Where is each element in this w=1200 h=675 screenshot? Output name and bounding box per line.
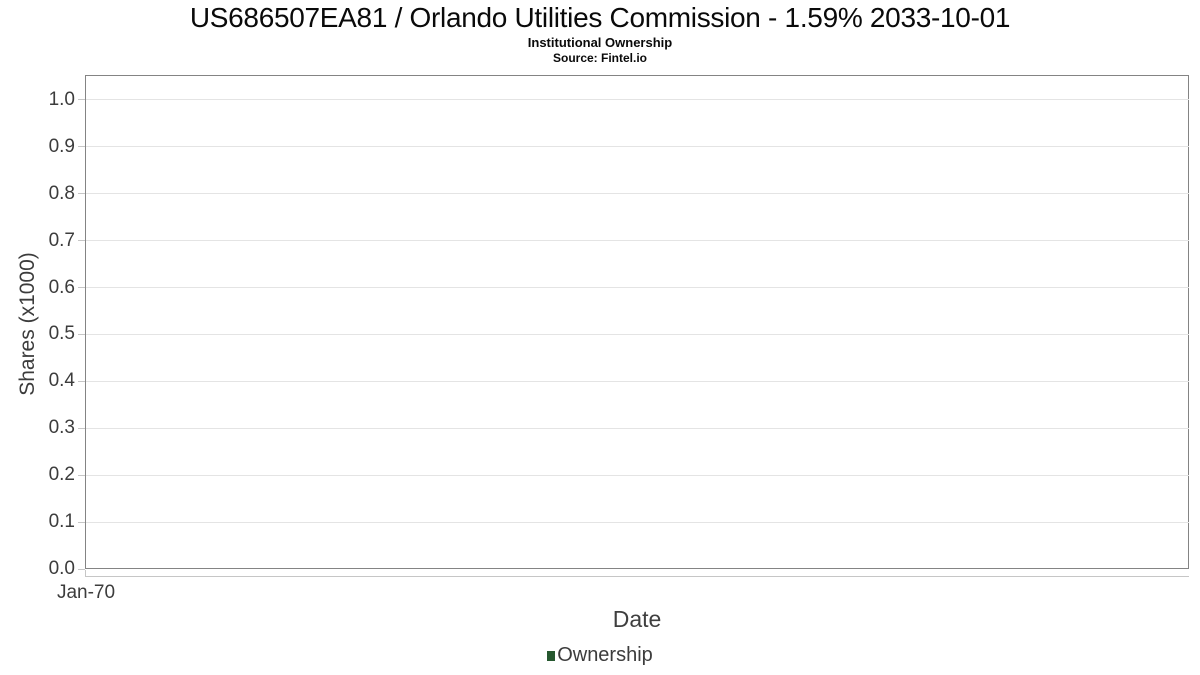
- legend-swatch-icon: [547, 650, 556, 661]
- y-tick-label: 0.2: [48, 464, 75, 486]
- y-gridline: [86, 240, 1189, 242]
- y-tick-label: 0.4: [48, 370, 75, 392]
- y-gridline: [86, 287, 1189, 289]
- x-axis-tick-mark: [85, 570, 86, 577]
- legend: Ownership: [0, 644, 1200, 667]
- y-tick-mark: [78, 99, 85, 101]
- chart-title: US686507EA81 / Orlando Utilities Commiss…: [189, 2, 1011, 33]
- legend-item-ownership[interactable]: Ownership: [547, 644, 653, 667]
- y-gridline: [86, 380, 1189, 382]
- y-gridline: [86, 99, 1189, 101]
- y-tick-mark: [78, 193, 85, 195]
- y-tick-label: 0.0: [48, 558, 75, 579]
- y-gridline: [86, 521, 1189, 523]
- y-tick-label: 0.3: [48, 417, 75, 439]
- y-tick-mark: [78, 427, 85, 429]
- x-axis-tick-label: Jan-70: [56, 582, 116, 603]
- y-tick-mark: [78, 474, 85, 476]
- y-tick-label: 0.8: [48, 182, 75, 204]
- legend-label: Ownership: [557, 644, 653, 666]
- y-tick-label: 0.9: [48, 135, 75, 157]
- y-gridline: [86, 193, 1189, 195]
- x-axis-label: Date: [612, 606, 662, 632]
- y-gridline: [86, 427, 1189, 429]
- y-gridline: [86, 146, 1189, 148]
- y-axis-label: Shares (x1000): [16, 252, 39, 396]
- chart-subtitle: Institutional Ownership: [527, 35, 673, 50]
- y-tick-mark: [78, 521, 85, 523]
- x-axis-line: [85, 576, 1189, 577]
- y-tick-mark: [78, 568, 85, 570]
- y-tick-label: 0.1: [48, 511, 75, 533]
- y-tick-mark: [78, 240, 85, 242]
- y-tick-label: 0.5: [48, 323, 75, 345]
- y-tick-mark: [78, 146, 85, 148]
- y-tick-label: 1.0: [48, 88, 75, 110]
- y-tick-mark: [78, 380, 85, 382]
- plot-area: [85, 75, 1189, 569]
- y-gridline: [86, 333, 1189, 335]
- y-gridline: [86, 474, 1189, 476]
- y-tick-mark: [78, 333, 85, 335]
- y-tick-label: 0.6: [48, 276, 75, 298]
- y-tick-mark: [78, 287, 85, 289]
- y-tick-label: 0.7: [48, 229, 75, 251]
- chart-source: Source: Fintel.io: [552, 51, 647, 65]
